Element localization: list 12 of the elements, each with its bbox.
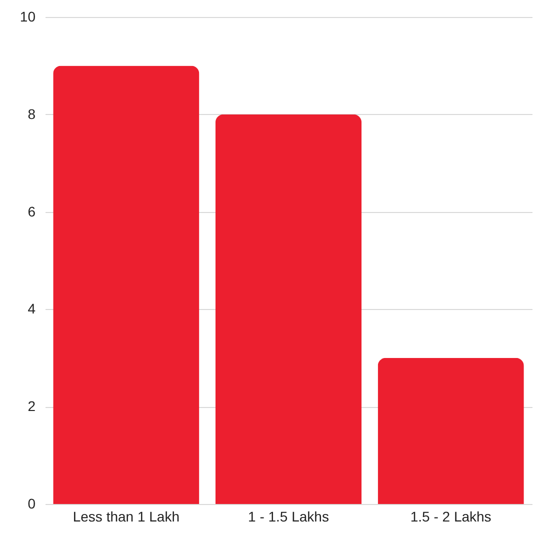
x-tick-label: Less than 1 Lakh [72, 508, 180, 524]
y-tick-label: 6 [28, 203, 36, 220]
y-tick-label: 8 [28, 106, 36, 122]
y-tick-label: 2 [28, 398, 36, 414]
bar [378, 358, 524, 504]
bar [53, 66, 200, 504]
y-tick-label: 0 [28, 496, 36, 512]
x-tick-label: 1.5 - 2 Lakhs [410, 508, 492, 524]
bar [215, 114, 362, 504]
x-tick-label: 1 - 1.5 Lakhs [248, 508, 329, 524]
y-tick-label: 10 [20, 8, 36, 24]
y-tick-label: 4 [28, 300, 36, 317]
